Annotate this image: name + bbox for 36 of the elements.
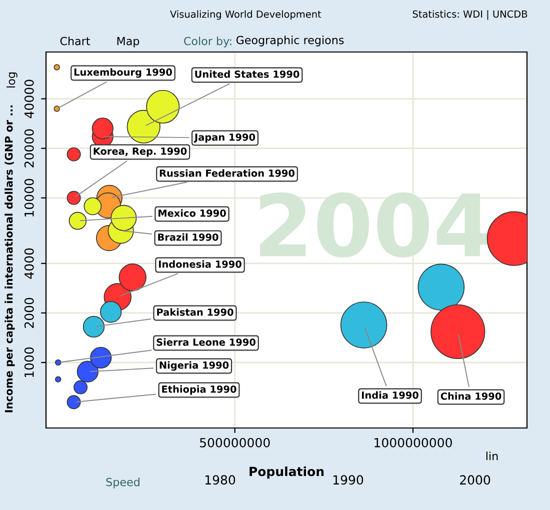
annotation: Pakistan 1990 (157, 308, 234, 316)
annotation: Indonesia 1990 (158, 260, 242, 268)
y-tick-label: 40000 (24, 80, 34, 118)
text: Map (117, 36, 140, 48)
annotation: Ethiopia 1990 (162, 385, 236, 395)
annotation: Luxembourg 1990 (74, 68, 172, 78)
annotation: Russian Federation 1990 (160, 169, 295, 177)
x-axis-title: Population (250, 466, 324, 479)
annotation: Mexico 1990 (158, 209, 226, 217)
y-tick-label: 20000 (24, 129, 34, 168)
annotation: China 1990 (440, 392, 502, 400)
annotation: Korea, Rep. 1990 (94, 147, 187, 157)
annotation: Sierra Leone 1990 (156, 338, 256, 346)
text: Color by: (184, 36, 232, 48)
text: Geographic regions (236, 36, 344, 46)
text: Chart (60, 36, 90, 46)
text: lin (486, 452, 498, 460)
text: log (6, 72, 18, 88)
y-tick-label: 2000 (24, 298, 34, 328)
text: Speed (106, 478, 140, 488)
annotation: United States 1990 (195, 70, 300, 78)
x-tick-label: 500000000 (200, 438, 270, 448)
x-tick-label: 1000000000 (374, 438, 452, 448)
y-tick-label: 10000 (24, 178, 34, 216)
text: 2000 (460, 475, 490, 485)
y-axis-title: Income per capita in international dollars (GNP or ... (4, 106, 15, 412)
annotation: Brazil 1990 (158, 233, 218, 241)
text: 1990 (333, 475, 364, 485)
annotation: Nigeria 1990 (160, 361, 229, 371)
y-tick-label: 4000 (24, 248, 34, 279)
text: Statistics: WDI | UNCDB (412, 10, 528, 20)
annotation: Japan 1990 (194, 133, 256, 143)
y-tick-label: 1000 (24, 347, 34, 378)
chart-title: Visualizing World Development (170, 10, 322, 20)
text: 1980 (205, 475, 236, 485)
annotation: India 1990 (362, 391, 418, 399)
